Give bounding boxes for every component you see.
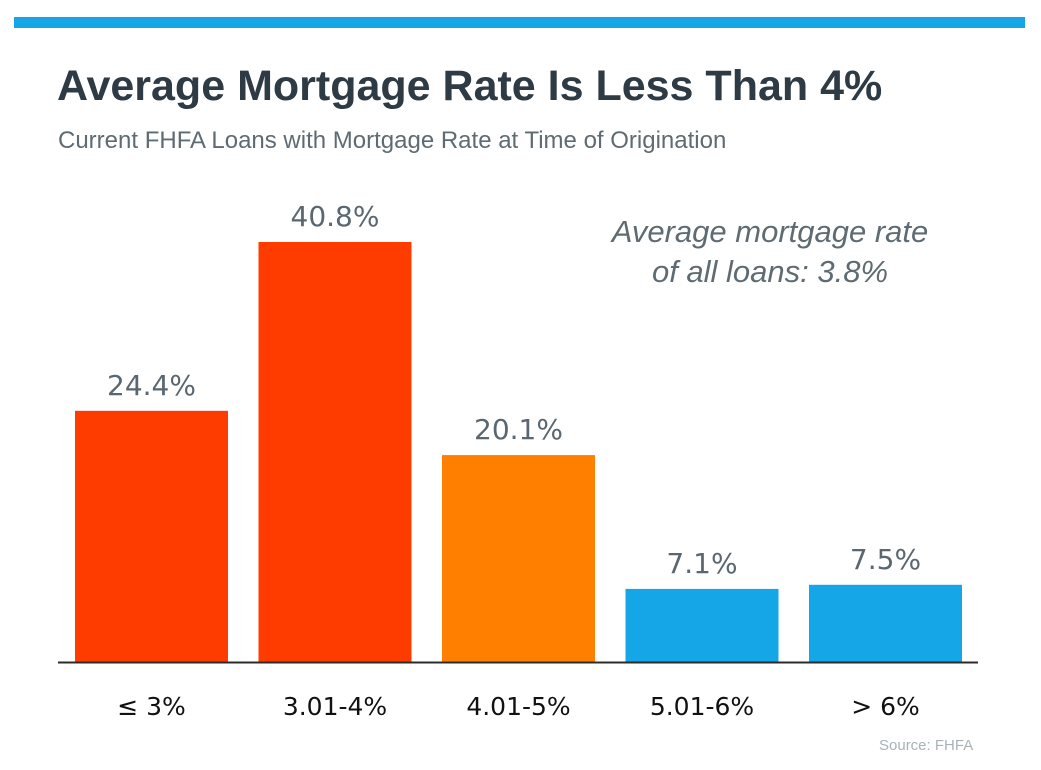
source-note: Source: FHFA xyxy=(879,737,974,754)
value-label-3: 20.1% xyxy=(474,413,563,446)
value-label-2: 40.8% xyxy=(291,200,380,233)
bar-3 xyxy=(442,455,595,662)
value-label-5: 7.5% xyxy=(850,543,921,576)
chart-title: Average Mortgage Rate Is Less Than 4% xyxy=(57,62,883,110)
value-label-4: 7.1% xyxy=(666,547,737,580)
category-label-3: 4.01-5% xyxy=(466,692,570,721)
bar-4 xyxy=(625,588,779,662)
category-label-4: 5.01-6% xyxy=(650,692,754,721)
category-label-5: > 6% xyxy=(851,692,920,721)
value-label-1: 24.4% xyxy=(107,369,196,402)
bar-1 xyxy=(75,410,228,662)
average-rate-annotation: Average mortgage rate of all loans: 3.8% xyxy=(570,212,970,292)
chart-subtitle: Current FHFA Loans with Mortgage Rate at… xyxy=(58,127,727,154)
category-label-1: ≤ 3% xyxy=(117,692,186,721)
annotation-line-2: of all loans: 3.8% xyxy=(651,254,889,289)
bar-2 xyxy=(258,242,412,662)
category-label-2: 3.01-4% xyxy=(283,692,387,721)
bar-5 xyxy=(809,584,962,662)
annotation-line-1: Average mortgage rate xyxy=(611,214,929,249)
top-accent-bar xyxy=(14,17,1025,28)
